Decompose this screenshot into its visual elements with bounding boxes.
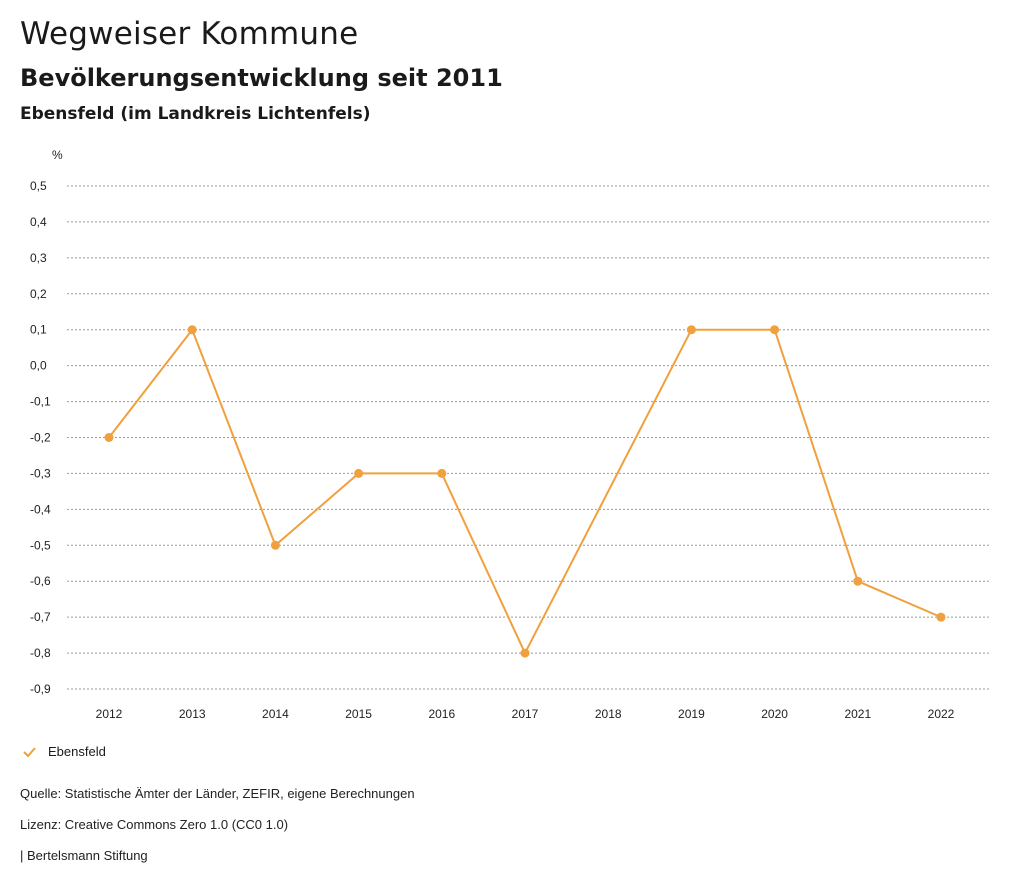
y-axis-unit-label: % [52, 148, 63, 162]
y-tick-label: -0,3 [30, 466, 51, 480]
data-point [104, 433, 114, 442]
y-tick-label: 0,4 [30, 215, 47, 229]
data-point [770, 325, 780, 335]
y-tick-label: -0,6 [30, 574, 51, 588]
y-tick-label: 0,0 [30, 359, 47, 373]
x-tick-label: 2019 [678, 707, 705, 721]
y-tick-label: 0,2 [30, 287, 47, 301]
x-tick-label: 2020 [761, 707, 788, 721]
x-tick-label: 2014 [262, 707, 289, 721]
y-tick-label: 0,1 [30, 323, 47, 337]
source-note: Quelle: Statistische Ämter der Länder, Z… [20, 786, 415, 801]
x-tick-label: 2021 [844, 707, 871, 721]
page-title: Wegweiser Kommune [20, 16, 359, 52]
y-tick-label: -0,4 [30, 502, 51, 516]
x-tick-label: 2022 [928, 707, 955, 721]
data-point [520, 648, 530, 658]
legend-label: Ebensfeld [48, 744, 106, 759]
y-tick-label: 0,5 [30, 179, 47, 193]
data-point [354, 468, 364, 478]
series-line-ebensfeld [108, 328, 942, 655]
line-chart: % 0,5 0,4 0,3 0,2 0,1 0,0 -0,1 -0,2 -0,3 -0,4 -0,5 -… [30, 148, 990, 721]
y-tick-label: -0,8 [30, 646, 51, 660]
data-point [936, 612, 946, 622]
x-tick-label: 2016 [428, 707, 455, 721]
region-label: Ebensfeld (im Landkreis Lichtenfels) [20, 104, 371, 124]
data-point [437, 468, 447, 478]
legend-item-ebensfeld[interactable]: Ebensfeld [22, 744, 106, 759]
x-tick-label: 2012 [96, 707, 123, 721]
chart-subtitle: Bevölkerungsentwicklung seit 2011 [20, 64, 503, 92]
x-tick-label: 2013 [179, 707, 206, 721]
data-point [187, 325, 197, 335]
y-tick-label: -0,7 [30, 610, 51, 624]
data-point [853, 576, 863, 586]
data-point [686, 325, 696, 335]
y-tick-label: -0,9 [30, 682, 51, 696]
y-tick-label: 0,3 [30, 251, 47, 265]
y-tick-label: -0,5 [30, 538, 51, 552]
check-icon [23, 746, 36, 757]
x-tick-label: 2017 [512, 707, 539, 721]
publisher-note: | Bertelsmann Stiftung [20, 848, 148, 863]
y-tick-label: -0,2 [30, 431, 51, 445]
x-tick-label: 2015 [345, 707, 372, 721]
x-tick-label: 2018 [595, 707, 622, 721]
license-note: Lizenz: Creative Commons Zero 1.0 (CC0 1… [20, 817, 289, 832]
data-point [270, 540, 280, 550]
y-tick-label: -0,1 [30, 395, 51, 409]
